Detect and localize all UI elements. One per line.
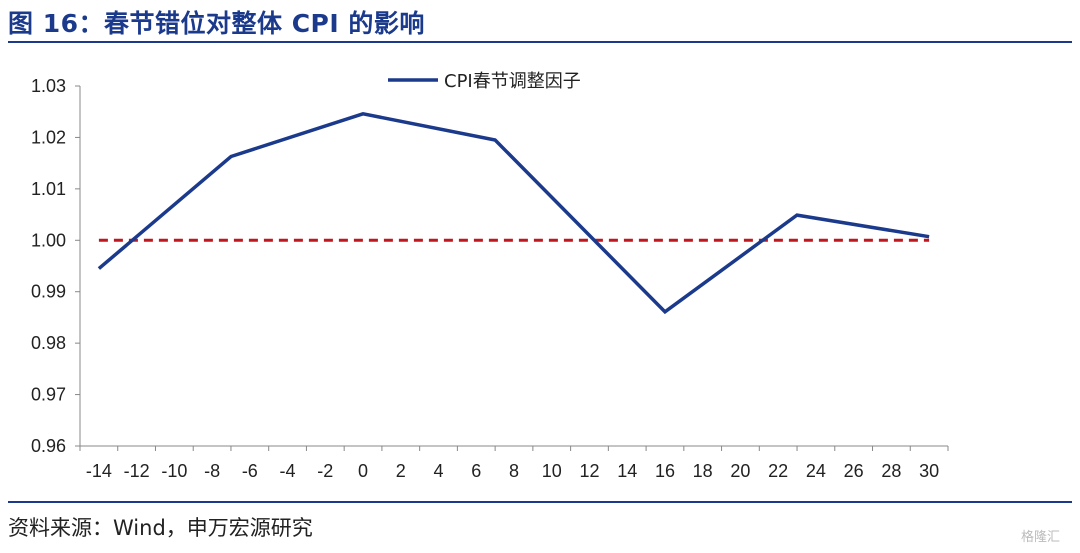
x-tick-label: -8 <box>204 461 220 481</box>
x-tick-label: 4 <box>434 461 444 481</box>
x-axis-ticks: -14 -12 -10 -8 -6 -4 -2 0 2 4 6 8 10 12 14 16 18 20 22 24 26… <box>79 446 949 481</box>
x-tick-label: 12 <box>579 461 599 481</box>
x-tick-label: 0 <box>358 461 368 481</box>
watermark: 格隆汇 <box>1020 530 1060 545</box>
x-tick-label: 18 <box>693 461 713 481</box>
y-tick-label: 0.99 <box>31 282 66 302</box>
x-tick-label: -14 <box>86 461 112 481</box>
y-tick-label: 0.97 <box>31 385 66 405</box>
footer-divider <box>8 501 1072 503</box>
title-divider <box>8 41 1072 43</box>
x-tick-label: 6 <box>471 461 481 481</box>
x-tick-label: -6 <box>242 461 258 481</box>
x-tick-label: 24 <box>806 461 826 481</box>
x-tick-label: 14 <box>617 461 637 481</box>
line-chart: 1.031.021.011.000.990.980.970.96 -14 -12-… <box>31 71 949 481</box>
y-tick-label: 1.02 <box>31 127 66 147</box>
chart-axes <box>79 86 948 447</box>
chart-legend: CPI春节调整因子 <box>388 71 581 92</box>
x-tick-label: 2 <box>396 461 406 481</box>
x-tick-label: 28 <box>881 461 901 481</box>
x-tick-label: 8 <box>509 461 519 481</box>
x-tick-label: 10 <box>542 461 562 481</box>
y-tick-label: 1.00 <box>31 230 66 250</box>
x-tick-label: 26 <box>844 461 864 481</box>
x-tick-label: -12 <box>124 461 150 481</box>
chart-series <box>97 111 930 315</box>
legend-label: CPI春节调整因子 <box>444 71 581 92</box>
y-tick-label: 1.01 <box>31 179 66 199</box>
x-tick-label: 16 <box>655 461 675 481</box>
y-tick-label: 0.96 <box>31 436 66 456</box>
source-note: 资料来源：Wind，申万宏源研究 <box>8 516 313 540</box>
x-tick-label: -10 <box>161 461 187 481</box>
series-line-cpi-spring-factor <box>97 111 930 315</box>
y-axis-ticks: 1.03 1.02 1.01 1.00 0.99 0.98 0.97 0.96 <box>31 76 80 456</box>
x-tick-label: -2 <box>317 461 333 481</box>
y-tick-label: 0.98 <box>31 333 66 353</box>
y-tick-label: 1.03 <box>31 76 66 96</box>
figure-title: 图 16：春节错位对整体 CPI 的影响 <box>8 9 425 38</box>
x-tick-label: -4 <box>280 461 296 481</box>
x-tick-label: 30 <box>919 461 939 481</box>
x-tick-label: 22 <box>768 461 788 481</box>
x-tick-label: 20 <box>730 461 750 481</box>
